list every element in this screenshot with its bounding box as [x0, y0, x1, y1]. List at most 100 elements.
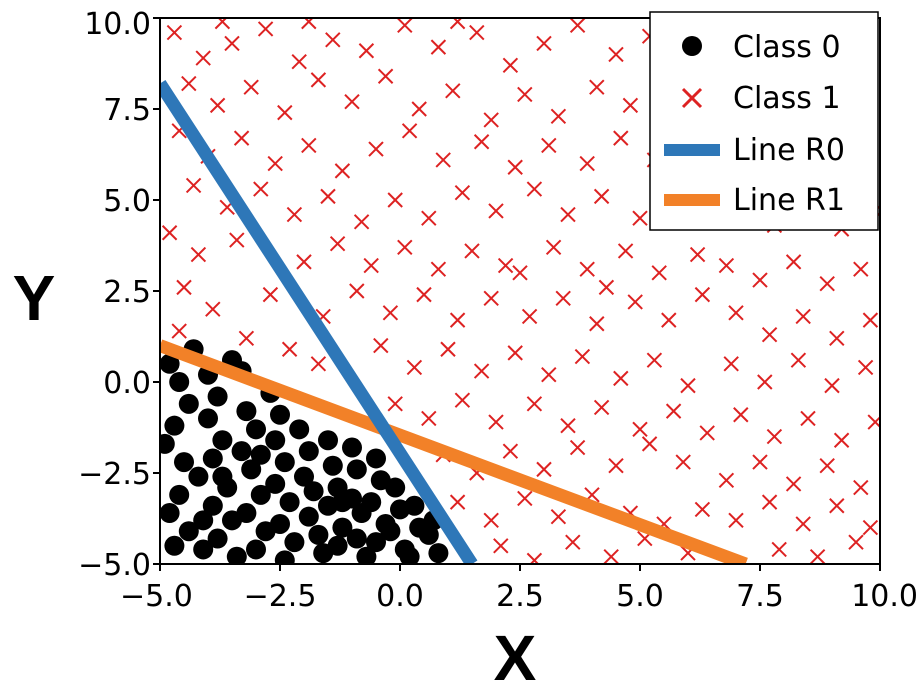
class1-point: [229, 232, 245, 248]
class0-point: [327, 535, 348, 556]
class0-point: [160, 433, 175, 454]
class0-point: [169, 372, 190, 392]
class1-point: [819, 276, 835, 292]
class0-point: [342, 437, 362, 458]
class1-point: [353, 214, 370, 230]
class0-point: [241, 459, 262, 480]
y-tick-label: 10.0: [84, 7, 151, 42]
class0-point: [308, 524, 329, 545]
class0-point: [346, 528, 367, 549]
class1-point: [238, 330, 255, 347]
class0-point: [298, 506, 319, 527]
class1-point: [545, 239, 562, 256]
class1-point: [526, 181, 543, 197]
class1-point: [411, 101, 427, 117]
class1-point: [848, 534, 864, 550]
x-tick-label: −2.5: [244, 579, 317, 614]
class1-point: [593, 399, 610, 416]
class1-point: [296, 254, 312, 270]
class0-point: [270, 513, 290, 534]
class1-point: [469, 24, 485, 41]
class0-point: [318, 430, 338, 451]
class1-point: [526, 396, 543, 412]
class1-point: [281, 341, 298, 357]
class0-point: [265, 473, 286, 494]
y-axis: −5.0 −2.5 0.0 2.5 5.0 7.5 10.0: [78, 7, 160, 583]
class0-point: [164, 415, 185, 436]
class1-point: [665, 403, 682, 419]
class0-point: [178, 393, 199, 414]
class1-point: [541, 367, 557, 383]
class1-point: [627, 294, 643, 310]
class1-point: [488, 414, 504, 430]
x-tick-label: 7.5: [736, 579, 784, 614]
class1-point: [161, 225, 178, 241]
class0-point: [188, 466, 209, 487]
y-tick-label: −2.5: [78, 457, 151, 492]
plot-marks: [160, 18, 880, 564]
x-axis: −5.0 −2.5 0.0 2.5 5.0 7.5 10.0: [120, 564, 918, 614]
class1-point: [728, 512, 744, 529]
class0-point: [399, 546, 420, 564]
class1-point: [493, 538, 509, 554]
class1-point: [320, 188, 336, 205]
class1-point: [329, 235, 346, 252]
x-tick-label: −5.0: [120, 579, 193, 614]
class0-point: [207, 386, 228, 407]
class1-point: [829, 330, 845, 347]
class1-point: [795, 516, 811, 532]
class0-point: [265, 430, 286, 451]
class1-point: [301, 137, 317, 154]
class1-point: [416, 286, 432, 303]
class0-point: [160, 353, 180, 374]
class1-point: [761, 326, 778, 343]
class0-point: [246, 419, 266, 440]
class1-point: [862, 519, 879, 536]
class1-point: [397, 18, 413, 33]
class0-point: [380, 521, 401, 542]
class0-point: [294, 466, 314, 487]
class1-point: [555, 290, 571, 306]
class1-point: [483, 290, 499, 306]
class0-point: [250, 484, 271, 505]
class1-point: [195, 50, 211, 66]
class1-point: [675, 454, 691, 470]
class0-point: [174, 452, 194, 473]
class1-point: [613, 370, 629, 387]
class1-point: [483, 512, 499, 529]
class1-point: [224, 35, 240, 52]
class1-point: [853, 261, 869, 277]
class1-point: [646, 352, 663, 368]
class1-point: [488, 203, 504, 219]
class1-point: [257, 21, 274, 37]
class0-point: [169, 484, 190, 505]
class1-point: [689, 246, 706, 263]
x-tick-label: 2.5: [496, 579, 544, 614]
class1-point: [430, 39, 447, 55]
class1-point: [387, 396, 403, 412]
class0-point: [279, 492, 300, 513]
class0-point: [236, 401, 257, 422]
y-tick-label: 5.0: [103, 184, 151, 219]
class0-point: [404, 495, 425, 516]
y-axis-title: Y: [13, 262, 56, 334]
class0-point: [385, 477, 406, 498]
class1-point: [560, 417, 576, 434]
class1-point: [368, 141, 384, 157]
class1-point: [569, 18, 586, 33]
line-r1: [160, 339, 748, 564]
class1-point: [310, 356, 327, 372]
class1-point: [406, 359, 423, 376]
class1-point: [728, 305, 744, 321]
class0-point: [284, 532, 305, 553]
class1-point: [377, 68, 394, 84]
class1-point: [267, 155, 283, 172]
class1-point: [262, 286, 279, 303]
class0-point: [356, 546, 377, 564]
class1-point: [349, 283, 365, 299]
class1-point: [857, 359, 874, 376]
class1-point: [560, 206, 576, 223]
class1-point: [752, 454, 768, 470]
class1-point: [661, 312, 677, 328]
